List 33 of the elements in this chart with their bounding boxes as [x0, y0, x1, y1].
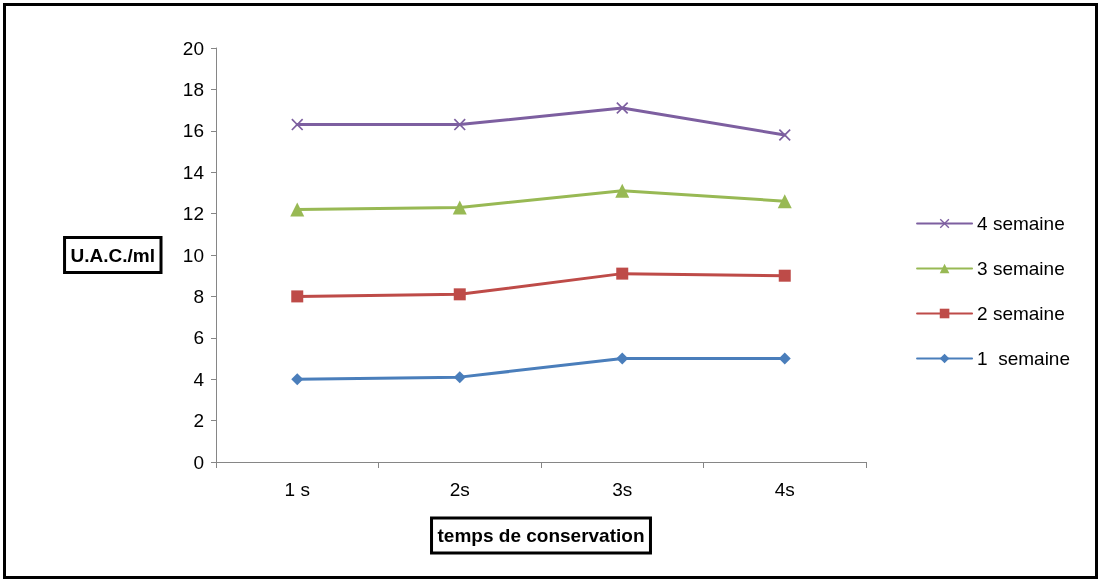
- y-tick-label: 20: [182, 37, 204, 59]
- y-tick-label: 12: [182, 203, 204, 225]
- y-tick-label: 8: [193, 285, 204, 307]
- point: [290, 202, 305, 217]
- legend-label: 1 semaine: [977, 348, 1071, 369]
- y-tick-label: 6: [193, 327, 204, 349]
- point: [291, 290, 304, 303]
- legend-label: 3 semaine: [977, 258, 1065, 279]
- x-axis-title: temps de conservation: [437, 525, 645, 546]
- y-tick-label: 10: [182, 244, 204, 266]
- point: [616, 267, 629, 280]
- point: [291, 118, 304, 131]
- point: [453, 118, 466, 131]
- y-axis-title: U.A.C./ml: [70, 244, 155, 266]
- point: [777, 194, 792, 209]
- y-tick-label: 16: [182, 120, 204, 142]
- y-tick-label: 4: [193, 368, 205, 390]
- y-tick-label: 0: [193, 451, 204, 473]
- point: [615, 183, 630, 198]
- legend-label: 4 semaine: [977, 213, 1065, 234]
- point: [452, 200, 467, 215]
- point: [291, 373, 304, 386]
- x-tick-label: 1 s: [284, 479, 310, 500]
- x-tick-label: 2s: [449, 479, 470, 500]
- point: [778, 128, 791, 141]
- y-tick-label: 2: [193, 410, 204, 432]
- point: [778, 269, 791, 282]
- x-tick-label: 3s: [612, 479, 633, 500]
- x-tick-label: 4s: [774, 479, 795, 500]
- y-tick-label: 18: [182, 78, 204, 100]
- y-tick-label: 14: [182, 161, 205, 183]
- point: [453, 288, 466, 301]
- legend-label: 2 semaine: [977, 303, 1065, 324]
